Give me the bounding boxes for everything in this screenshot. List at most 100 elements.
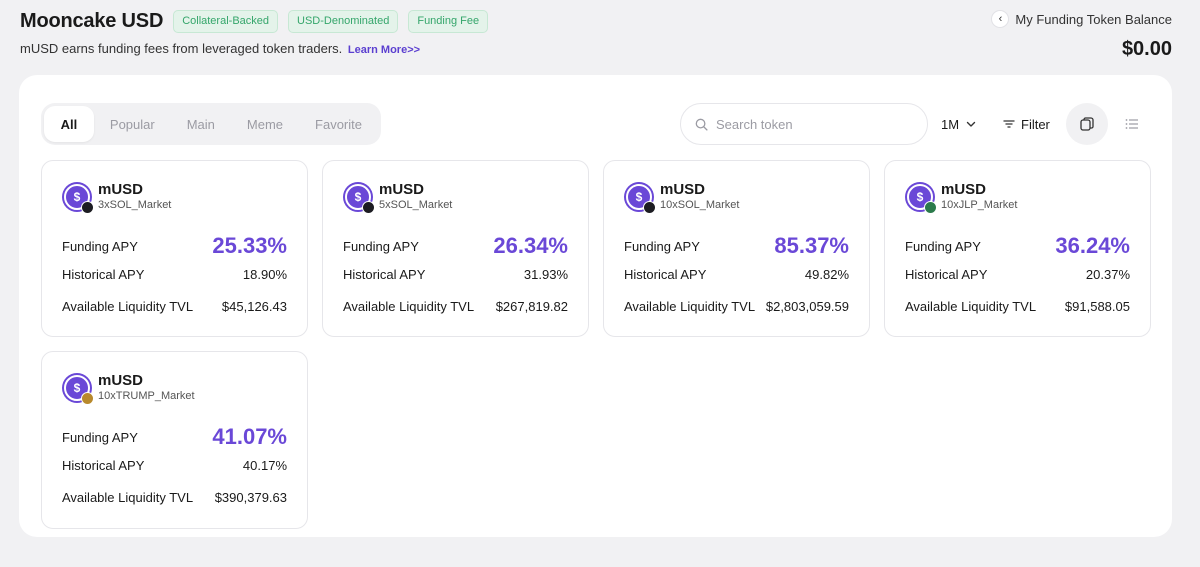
list-view-icon (1125, 119, 1138, 129)
historical-apy-label: Historical APY (905, 267, 988, 282)
market-card-10xjlp[interactable]: $ mUSD 10xJLP_Market Funding APY 36.24% … (884, 160, 1151, 337)
tab-favorite[interactable]: Favorite (315, 116, 362, 132)
card-header: $ mUSD 10xTRUMP_Market (62, 372, 195, 405)
historical-apy-row: Historical APY 49.82% (624, 267, 849, 282)
funding-apy-label: Funding APY (62, 238, 138, 254)
funding-balance: ‹ My Funding Token Balance $0.00 (991, 10, 1172, 61)
token-name: mUSD (98, 181, 144, 198)
historical-apy-value: 40.17% (242, 458, 287, 473)
funding-apy-row: Funding APY 85.37% (624, 231, 849, 261)
token-name: mUSD (941, 181, 987, 198)
funding-apy-value: 26.34% (493, 233, 568, 258)
tvl-value: $2,803,059.59 (765, 299, 849, 314)
funding-apy-label: Funding APY (62, 429, 138, 445)
market-name: 10xTRUMP_Market (98, 390, 195, 402)
historical-apy-row: Historical APY 18.90% (62, 267, 287, 282)
historical-apy-value: 18.90% (242, 267, 287, 282)
tvl-label: Available Liquidity TVL (62, 490, 194, 505)
musd-token-icon: $ (624, 181, 656, 214)
market-name: 3xSOL_Market (98, 199, 172, 211)
category-tabs: All Popular Main Meme Favorite (41, 103, 381, 145)
period-select[interactable]: 1M (941, 103, 977, 145)
market-card-3xsol[interactable]: $ mUSD 3xSOL_Market Funding APY 25.33% H… (41, 160, 308, 337)
tab-main[interactable]: Main (186, 116, 215, 132)
search-icon (695, 118, 708, 131)
list-view-toggle[interactable] (1117, 103, 1147, 145)
jlp-badge-icon (924, 200, 937, 214)
chevron-left-icon[interactable]: ‹ (991, 10, 1010, 28)
token-name: mUSD (98, 372, 144, 389)
historical-apy-label: Historical APY (624, 267, 707, 282)
tvl-label: Available Liquidity TVL (343, 299, 475, 314)
card-header: $ mUSD 10xSOL_Market (624, 181, 740, 214)
historical-apy-label: Historical APY (62, 458, 145, 473)
tvl-row: Available Liquidity TVL $2,803,059.59 (624, 299, 849, 314)
historical-apy-row: Historical APY 20.37% (905, 267, 1130, 282)
historical-apy-value: 49.82% (804, 267, 849, 282)
market-card-10xsol[interactable]: $ mUSD 10xSOL_Market Funding APY 85.37% … (603, 160, 870, 337)
card-header: $ mUSD 3xSOL_Market (62, 181, 172, 214)
musd-token-icon: $ (62, 181, 94, 214)
market-card-10xtrump[interactable]: $ mUSD 10xTRUMP_Market Funding APY 41.07… (41, 351, 308, 529)
search-input[interactable] (716, 116, 906, 132)
sol-badge-icon (81, 200, 94, 214)
balance-value: $0.00 (1121, 38, 1172, 60)
historical-apy-row: Historical APY 31.93% (343, 267, 568, 282)
token-name: mUSD (660, 181, 706, 198)
card-view-icon (1080, 117, 1094, 131)
historical-apy-label: Historical APY (343, 267, 426, 282)
card-header: $ mUSD 5xSOL_Market (343, 181, 453, 214)
filter-icon (1003, 120, 1015, 128)
funding-apy-row: Funding APY 41.07% (62, 422, 287, 452)
card-view-toggle[interactable] (1066, 103, 1108, 145)
tvl-row: Available Liquidity TVL $91,588.05 (905, 299, 1130, 314)
page-subtitle: mUSD earns funding fees from leveraged t… (20, 41, 1172, 56)
funding-apy-value: 41.07% (212, 424, 287, 449)
musd-token-icon: $ (905, 181, 937, 214)
market-name: 10xJLP_Market (941, 199, 1018, 211)
tvl-row: Available Liquidity TVL $267,819.82 (343, 299, 568, 314)
tvl-label: Available Liquidity TVL (62, 299, 194, 314)
tvl-label: Available Liquidity TVL (624, 299, 756, 314)
funding-apy-label: Funding APY (343, 238, 419, 254)
funding-apy-row: Funding APY 36.24% (905, 231, 1130, 261)
historical-apy-value: 31.93% (523, 267, 568, 282)
subtitle-text: mUSD earns funding fees from leveraged t… (20, 41, 343, 56)
musd-token-icon: $ (343, 181, 375, 214)
learn-more-link[interactable]: Learn More>> (347, 44, 421, 56)
market-name: 5xSOL_Market (379, 199, 453, 211)
funding-apy-value: 36.24% (1055, 233, 1130, 258)
tvl-value: $267,819.82 (495, 299, 568, 314)
balance-label-row[interactable]: ‹ My Funding Token Balance (991, 10, 1172, 28)
token-name: mUSD (379, 181, 425, 198)
historical-apy-row: Historical APY 40.17% (62, 458, 287, 473)
sol-badge-icon (643, 200, 656, 214)
search-box[interactable] (680, 103, 928, 145)
funding-apy-value: 25.33% (212, 233, 287, 258)
tvl-row: Available Liquidity TVL $390,379.63 (62, 490, 287, 505)
trump-badge-icon (81, 391, 94, 405)
funding-apy-row: Funding APY 25.33% (62, 231, 287, 261)
tvl-value: $390,379.63 (214, 490, 287, 505)
funding-apy-row: Funding APY 26.34% (343, 231, 568, 261)
tag-funding-fee: Funding Fee (408, 10, 489, 33)
tvl-value: $45,126.43 (221, 299, 287, 314)
markets-panel: All Popular Main Meme Favorite 1M (19, 75, 1172, 537)
market-name: 10xSOL_Market (660, 199, 740, 211)
filter-button[interactable]: Filter (1003, 103, 1050, 145)
period-value: 1M (941, 116, 960, 132)
filter-label: Filter (1021, 116, 1050, 132)
balance-label: My Funding Token Balance (1015, 11, 1172, 27)
chevron-down-icon (966, 121, 976, 127)
card-header: $ mUSD 10xJLP_Market (905, 181, 1018, 214)
musd-token-icon: $ (62, 372, 94, 405)
tab-meme[interactable]: Meme (246, 116, 284, 132)
tab-popular[interactable]: Popular (109, 116, 155, 132)
funding-apy-value: 85.37% (774, 233, 849, 258)
historical-apy-value: 20.37% (1085, 267, 1130, 282)
tvl-value: $91,588.05 (1064, 299, 1130, 314)
toolbar: All Popular Main Meme Favorite 1M (41, 103, 1150, 145)
market-card-5xsol[interactable]: $ mUSD 5xSOL_Market Funding APY 26.34% H… (322, 160, 589, 337)
tab-all[interactable]: All (44, 106, 94, 142)
page-title: Mooncake USD (20, 10, 164, 32)
